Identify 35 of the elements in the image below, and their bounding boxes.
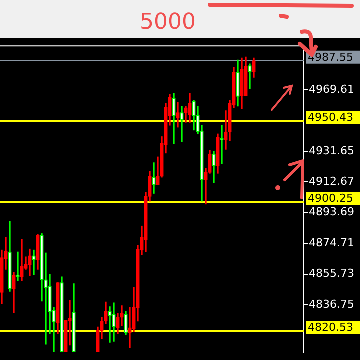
candlestick — [192, 100, 196, 131]
candlestick — [248, 64, 252, 90]
candlestick — [216, 134, 220, 174]
candlestick — [20, 239, 24, 282]
candlestick — [108, 306, 112, 343]
candlestick — [176, 102, 180, 128]
candlestick — [124, 311, 128, 336]
candlestick — [36, 234, 40, 270]
candlestick — [112, 302, 116, 342]
y-tick-label: 4874.71 — [309, 236, 354, 250]
y-tick-label: 4912.67 — [309, 174, 354, 188]
candlestick — [184, 106, 188, 123]
ref-line-label: 4900.25 — [308, 192, 354, 206]
y-tick-label: 4893.69 — [309, 206, 354, 219]
candlestick — [72, 284, 76, 352]
text: 5000 — [140, 10, 196, 35]
ref-line-label: 4820.53 — [308, 321, 354, 334]
candlestick — [172, 94, 176, 144]
y-tick-label: 4931.65 — [309, 144, 354, 158]
candlestick — [56, 282, 60, 334]
y-tick-label: 4836.75 — [309, 298, 354, 311]
candlestick — [16, 252, 20, 282]
candlestick — [252, 58, 256, 78]
candlestick — [236, 60, 240, 107]
candlestick — [212, 150, 216, 184]
ref-line-label: 4950.43 — [308, 110, 354, 124]
candlestick — [8, 221, 12, 292]
candlestick — [32, 250, 36, 276]
candlestick — [180, 106, 184, 142]
candlestick — [152, 162, 156, 194]
y-tick-label: 4855.73 — [309, 267, 354, 280]
candlestick — [60, 276, 64, 352]
candlestick — [240, 58, 244, 110]
y-tick-label: 4969.61 — [309, 82, 354, 96]
candlestick — [220, 125, 224, 164]
